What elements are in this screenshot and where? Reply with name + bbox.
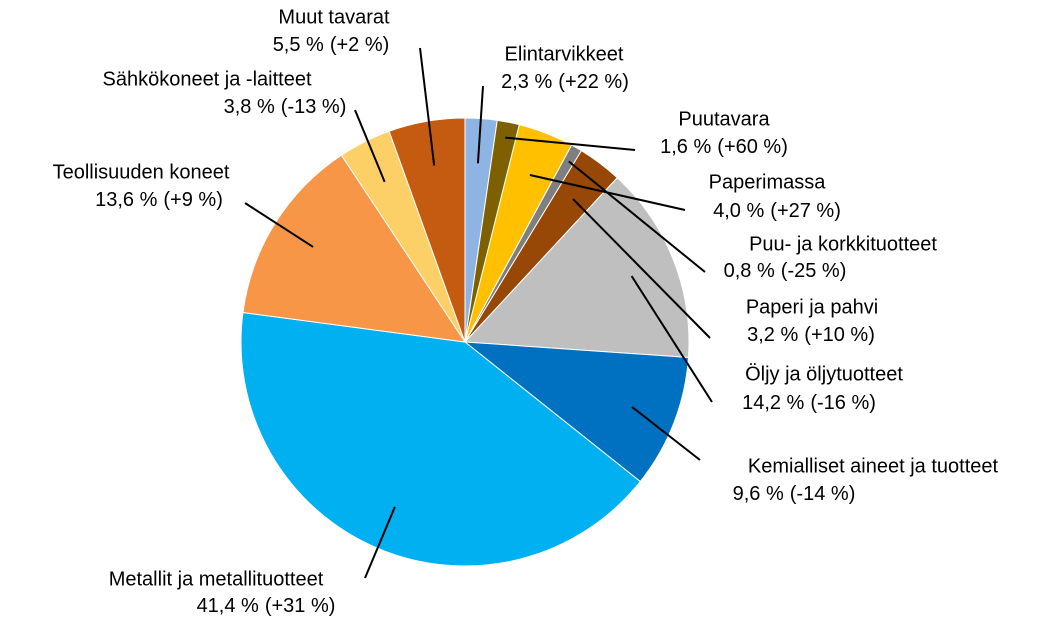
slice-value: 13,6 % (+9 %): [95, 189, 223, 211]
slice-label: Paperi ja pahvi: [746, 296, 878, 318]
slice-value: 3,2 % (+10 %): [747, 324, 875, 346]
slice-label: Paperimassa: [709, 171, 827, 193]
leader-line: [568, 160, 706, 273]
slice-value: 3,8 % (-13 %): [224, 96, 347, 118]
change-label: (+31 %): [265, 595, 336, 617]
leader-line: [354, 109, 386, 183]
change-label: (+9 %): [163, 189, 222, 211]
leader-line: [572, 198, 711, 339]
pie-slice: [463, 177, 690, 359]
slice-label: Teollisuuden koneet: [53, 161, 230, 183]
slice-label: Metallit ja metallituotteet: [109, 568, 324, 590]
change-label: (+22 %): [558, 71, 629, 93]
change-label: (+27 %): [770, 200, 841, 222]
slice-value: 1,6 % (+60 %): [660, 136, 788, 158]
slice-value: 41,4 % (+31 %): [197, 595, 336, 617]
value-label: 9,6 %: [733, 483, 784, 505]
slice-value: 9,6 % (-14 %): [733, 483, 856, 505]
leader-line: [631, 406, 701, 461]
leader-line: [419, 47, 436, 166]
change-label: (-14 %): [790, 483, 856, 505]
leader-line: [505, 136, 636, 151]
leader-line: [476, 85, 484, 164]
value-label: 4,0 %: [713, 200, 764, 222]
leader-line: [364, 506, 396, 579]
change-label: (-13 %): [281, 96, 347, 118]
value-label: 5,5 %: [273, 34, 324, 56]
change-label: (+2 %): [330, 34, 389, 56]
leader-line: [630, 275, 713, 403]
value-label: 41,4 %: [197, 595, 259, 617]
slice-value: 2,3 % (+22 %): [501, 71, 629, 93]
slice-label: Puutavara: [678, 108, 770, 130]
value-label: 2,3 %: [501, 71, 552, 93]
change-label: (+60 %): [717, 136, 788, 158]
value-label: 3,8 %: [224, 96, 275, 118]
leader-line: [244, 202, 314, 248]
value-label: 3,2 %: [747, 324, 798, 346]
slice-label: Sähkökoneet ja -laitteet: [102, 68, 311, 90]
slice-value: 0,8 % (-25 %): [724, 260, 847, 282]
value-label: 1,6 %: [660, 136, 711, 158]
slice-value: 14,2 % (-16 %): [742, 392, 876, 414]
value-label: 13,6 %: [95, 189, 157, 211]
slice-label: Öljy ja öljytuotteet: [745, 363, 903, 385]
slice-label: Kemialliset aineet ja tuotteet: [748, 455, 999, 477]
slice-label: Muut tavarat: [278, 6, 390, 28]
change-label: (+10 %): [804, 324, 875, 346]
slice-label: Puu- ja korkkituotteet: [749, 233, 937, 255]
slice-value: 4,0 % (+27 %): [713, 200, 841, 222]
change-label: (-16 %): [810, 392, 876, 414]
pie-slice: [388, 117, 466, 343]
value-label: 14,2 %: [742, 392, 804, 414]
change-label: (-25 %): [781, 260, 847, 282]
slice-value: 5,5 % (+2 %): [273, 34, 390, 56]
value-label: 0,8 %: [724, 260, 775, 282]
slice-label: Elintarvikkeet: [505, 43, 624, 65]
